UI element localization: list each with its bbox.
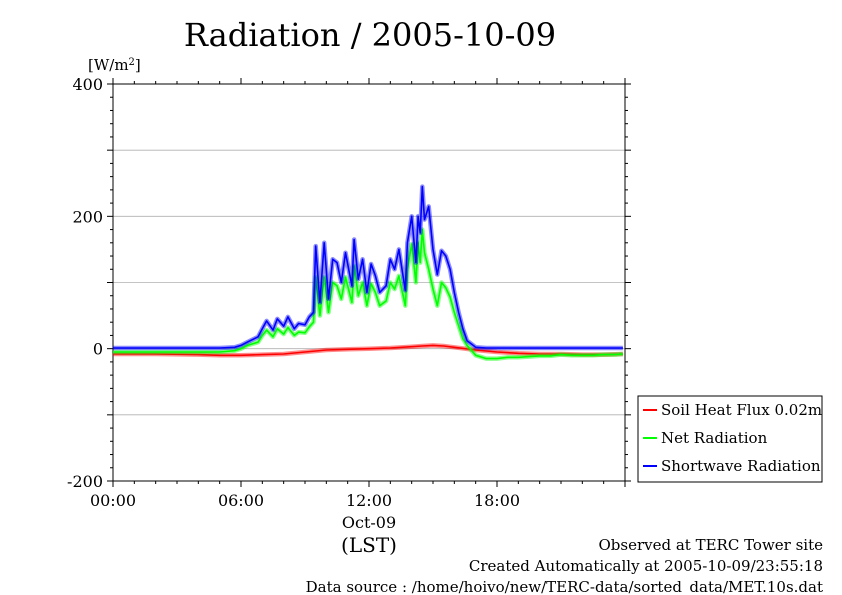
footer-created: Created Automatically at 2005-10-09/23:5…	[469, 557, 823, 575]
y-ticks: 400 200 0 -200	[67, 75, 631, 491]
legend-label: Net Radiation	[661, 429, 768, 447]
y-tick-label: 0	[93, 340, 103, 359]
series-line	[113, 185, 623, 349]
series-line-halo	[113, 184, 623, 351]
series-line	[113, 344, 623, 357]
x-date-label: Oct-09	[342, 513, 396, 532]
y-tick-label: 400	[72, 75, 103, 94]
legend-box	[637, 395, 823, 483]
series-lines	[113, 184, 624, 361]
footer-observed: Observed at TERC Tower site	[598, 536, 823, 554]
x-unit-label: (LST)	[341, 533, 397, 557]
legend: Soil Heat Flux 0.02m Net Radiation Shortwa…	[637, 395, 823, 483]
x-tick-label: 18:00	[474, 491, 520, 510]
chart-title: Radiation / 2005-10-09	[184, 16, 556, 54]
y-tick-label: 200	[72, 207, 103, 226]
legend-label: Shortwave Radiation	[661, 457, 821, 475]
x-tick-label: 12:00	[346, 491, 392, 510]
x-ticks: 00:00 06:00 12:00 18:00	[90, 78, 626, 510]
series-line	[113, 228, 623, 360]
x-tick-label: 00:00	[90, 491, 136, 510]
y-axis-unit-label: [W/m2]	[88, 56, 141, 74]
footer-datasource: Data source : /home/hoivo/new/TERC-data/…	[306, 578, 823, 595]
x-tick-label: 06:00	[218, 491, 264, 510]
legend-label: Soil Heat Flux 0.02m	[661, 401, 822, 419]
y-tick-label: -200	[67, 472, 103, 491]
